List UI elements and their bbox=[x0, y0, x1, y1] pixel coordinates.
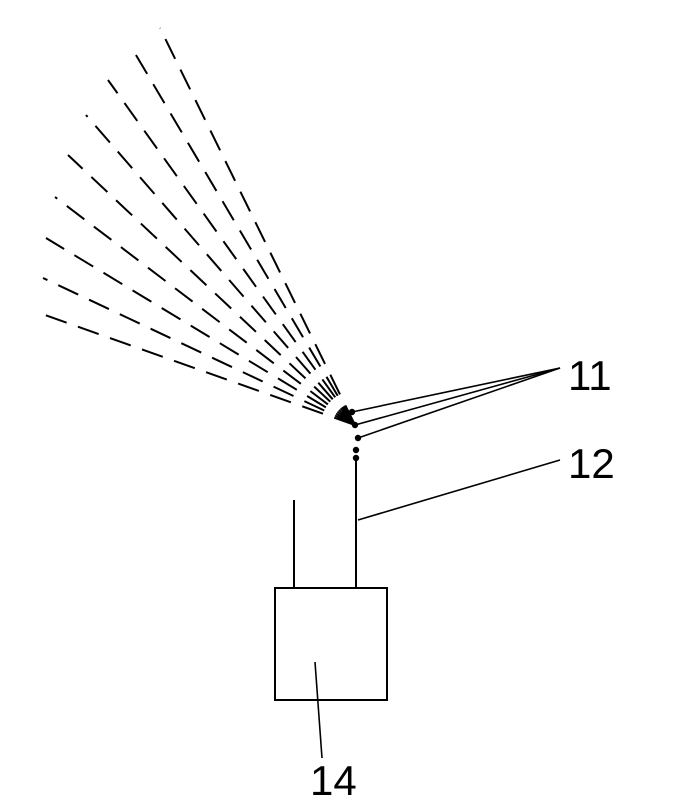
label-14: 14 bbox=[310, 757, 357, 804]
label-12: 12 bbox=[568, 440, 615, 487]
canvas-bg bbox=[0, 0, 681, 808]
sensor-dot-3 bbox=[353, 447, 359, 453]
label-11: 11 bbox=[568, 352, 612, 399]
sensor-dot-4 bbox=[353, 455, 359, 461]
